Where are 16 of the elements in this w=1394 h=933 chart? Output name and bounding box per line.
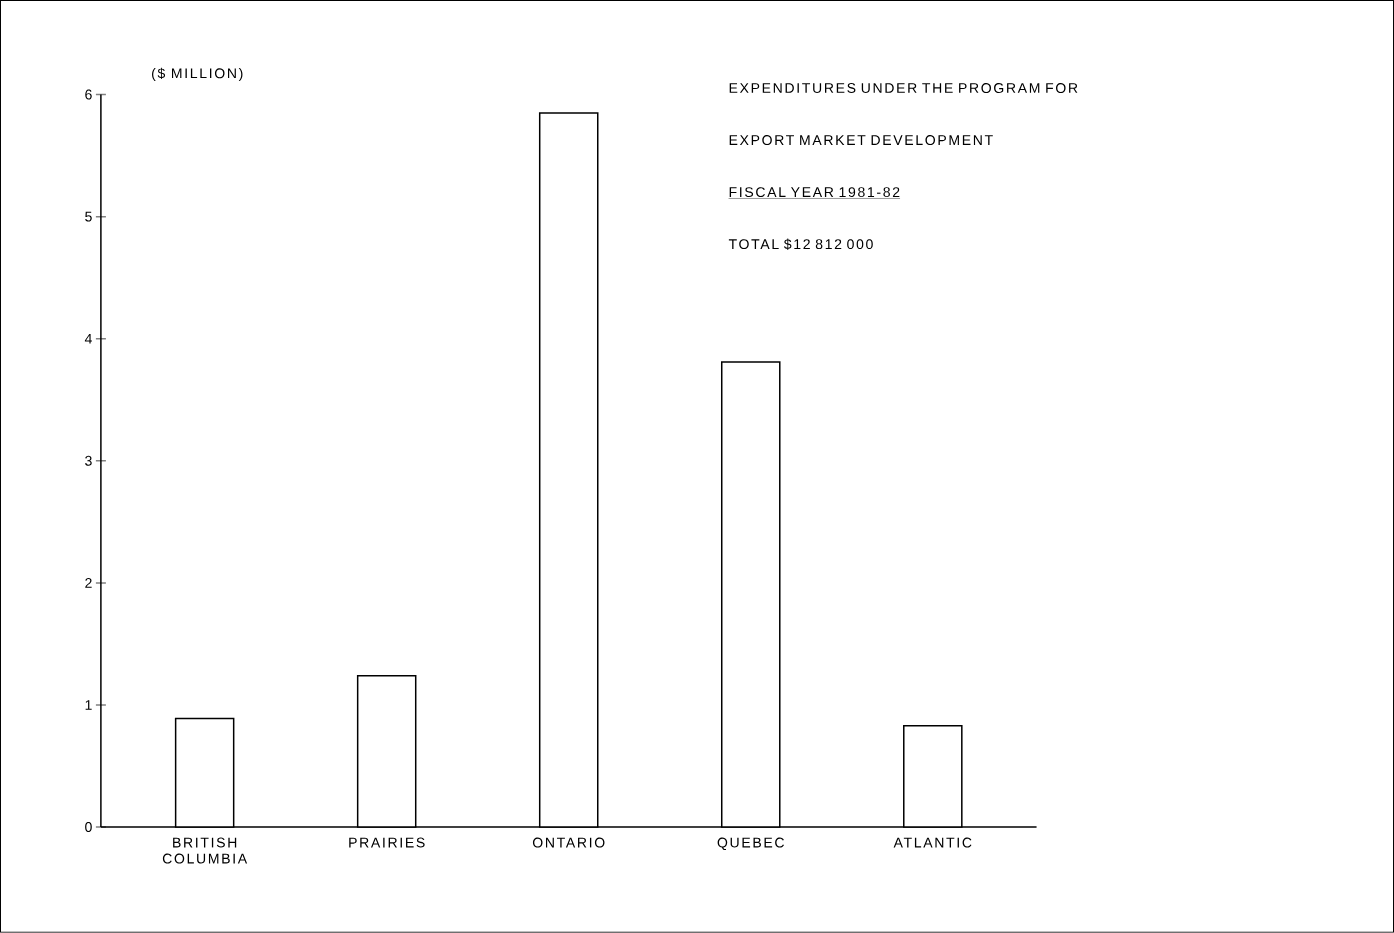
y-axis-title: ($ MILLION) xyxy=(152,67,243,82)
x-tick-label: PRAIRIES xyxy=(349,837,425,848)
x-tick-label: ATLANTIC xyxy=(893,837,972,848)
y-tick-label: 2 xyxy=(85,578,92,588)
x-tick-label: ONTARIO xyxy=(532,837,605,848)
x-tick-label: QUEBEC xyxy=(717,837,785,851)
text: FISCAL YEAR 1981-82 xyxy=(729,187,900,198)
y-tick-label: 1 xyxy=(85,700,92,710)
y-tick-label: 3 xyxy=(85,456,92,466)
y-tick-label: 6 xyxy=(85,89,92,100)
y-tick-label: 0 xyxy=(85,822,92,833)
y-tick-label: 4 xyxy=(84,334,92,344)
chart-title: EXPENDITURES UNDER THE PROGRAM FOR EXPORT MARKET DEVELOPMENT xyxy=(729,83,1078,146)
x-tick-label: BRITISH COLUMBIA xyxy=(162,837,248,864)
annotation: TOTAL $12 812 000 xyxy=(728,238,873,251)
y-tick-label: 5 xyxy=(85,211,92,222)
